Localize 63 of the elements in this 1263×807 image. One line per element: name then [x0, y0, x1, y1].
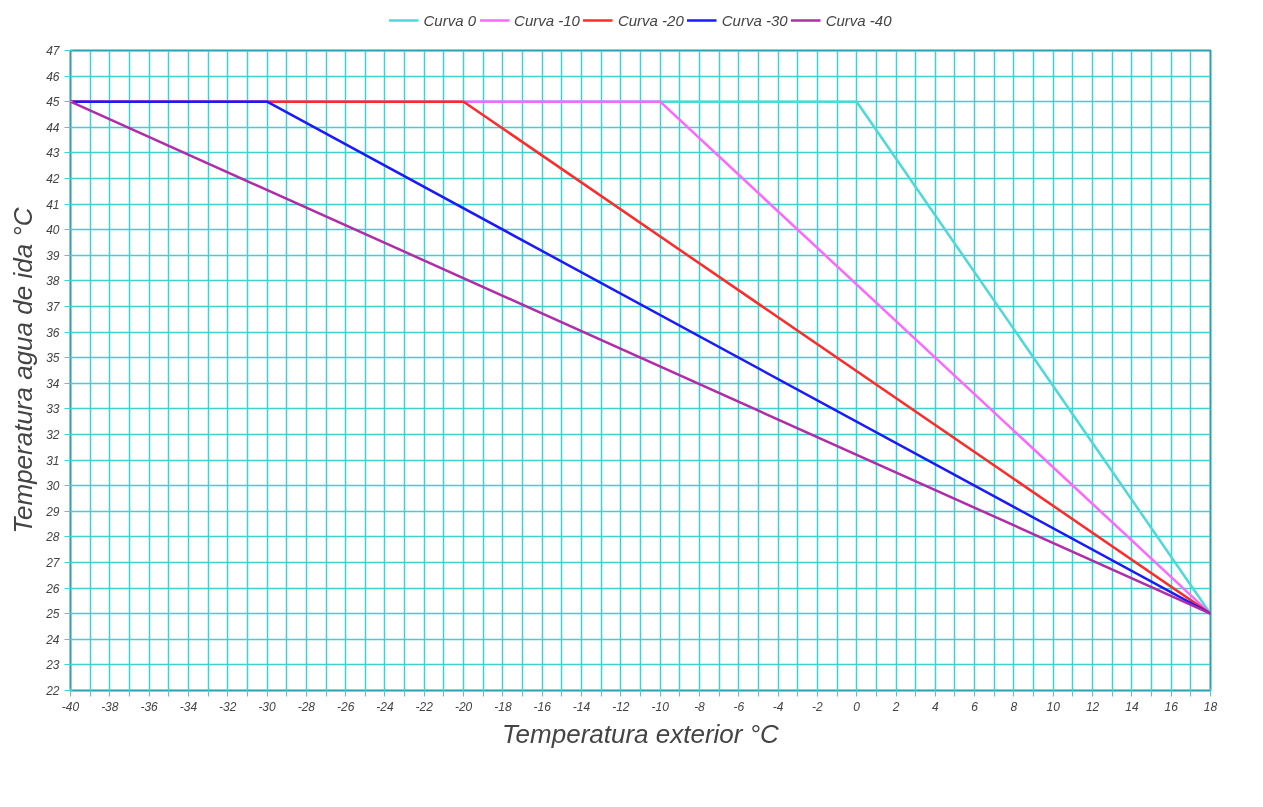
y-tick-label: 39 [46, 248, 60, 263]
y-tick-label: 29 [45, 504, 60, 519]
x-tick-label: -28 [297, 699, 316, 714]
x-tick-label: -34 [179, 699, 198, 714]
x-tick-label: -30 [258, 699, 277, 714]
x-tick-label: 0 [853, 699, 861, 714]
x-tick-label: 14 [1125, 699, 1139, 714]
y-tick-label: 37 [46, 300, 61, 314]
x-tick-label: -20 [454, 699, 473, 714]
legend-label: Curva -10 [514, 11, 580, 29]
x-tick-label: 12 [1085, 699, 1100, 714]
legend-label: Curva 0 [423, 11, 477, 29]
y-tick-label: 31 [46, 453, 60, 468]
y-tick-label: 47 [46, 44, 61, 58]
x-tick-label: -22 [415, 699, 434, 714]
y-tick-label: 22 [45, 684, 60, 698]
y-tick-label: 46 [46, 69, 60, 84]
y-tick-label: 28 [45, 530, 60, 545]
y-tick-label: 23 [45, 658, 60, 673]
legend-label: Curva -40 [825, 11, 892, 29]
x-tick-label: -14 [572, 699, 591, 714]
y-tick-label: 40 [46, 223, 60, 238]
x-tick-label: -10 [651, 699, 670, 714]
x-axis-title: Temperatura exterior °C [502, 718, 780, 749]
x-tick-label: 18 [1203, 699, 1218, 714]
x-tick-label: -26 [337, 699, 355, 714]
x-tick-label: -2 [812, 699, 824, 714]
y-tick-label: 32 [46, 428, 60, 442]
x-tick-label: -32 [219, 699, 237, 714]
x-tick-label: 8 [1010, 699, 1018, 714]
x-tick-label: -24 [376, 699, 394, 714]
x-tick-label: 4 [931, 699, 939, 714]
y-tick-label: 30 [46, 479, 60, 494]
y-tick-label: 36 [46, 325, 60, 340]
x-tick-label: -40 [61, 699, 80, 714]
x-tick-label: 10 [1046, 699, 1061, 714]
x-tick-label: 6 [971, 699, 979, 714]
x-tick-label: -16 [533, 699, 552, 714]
x-tick-label: -8 [694, 699, 706, 714]
x-tick-label: -36 [140, 699, 159, 714]
x-tick-label: 2 [891, 699, 900, 714]
y-tick-label: 43 [46, 146, 60, 161]
legend-label: Curva -30 [721, 11, 788, 29]
y-tick-label: 33 [46, 402, 60, 417]
y-tick-label: 34 [46, 376, 60, 391]
y-tick-label: 35 [46, 351, 60, 366]
x-tick-label: -18 [494, 699, 512, 714]
y-axis-title: Temperatura agua de ida °C [8, 207, 39, 534]
y-tick-label: 45 [46, 95, 60, 110]
legend-label: Curva -20 [617, 11, 684, 29]
y-tick-label: 38 [46, 274, 60, 289]
x-tick-label: -6 [733, 699, 745, 714]
y-tick-label: 27 [45, 556, 61, 570]
y-tick-label: 44 [46, 120, 60, 135]
x-tick-label: -38 [101, 699, 119, 714]
y-tick-label: 42 [46, 172, 60, 186]
y-tick-label: 24 [45, 632, 60, 647]
x-tick-label: -12 [612, 699, 630, 714]
y-tick-label: 25 [45, 607, 60, 622]
y-tick-label: 41 [46, 197, 60, 212]
x-tick-label: -4 [772, 699, 784, 714]
x-tick-label: 16 [1164, 699, 1179, 714]
y-tick-label: 26 [45, 581, 60, 596]
